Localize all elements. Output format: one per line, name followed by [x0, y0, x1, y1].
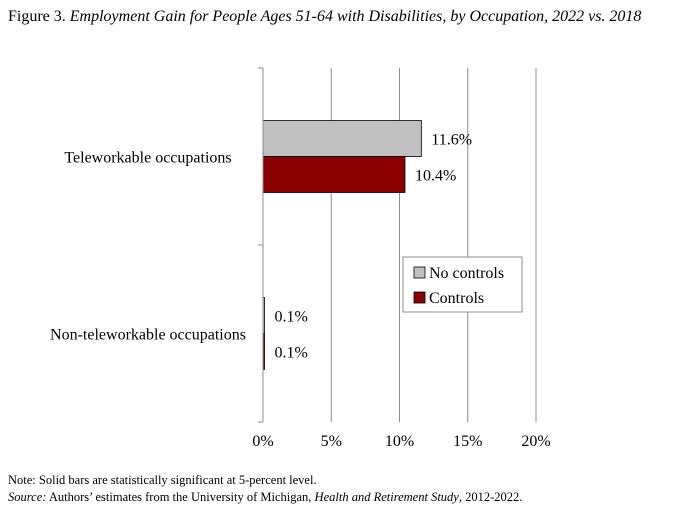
category-label: Non-teleworkable occupations	[50, 327, 246, 344]
legend: No controls Controls	[402, 256, 523, 313]
tick-labels: 0% 5% 10% 15% 20%	[252, 433, 550, 450]
figure-title-text: Employment Gain for People Ages 51-64 wi…	[69, 8, 642, 25]
x-tick-label: 10%	[385, 433, 414, 450]
bar-value-label: 0.1%	[275, 345, 308, 362]
bars	[262, 120, 422, 370]
x-tick-label: 0%	[252, 433, 273, 450]
source-study: Health and Retirement Study	[314, 490, 459, 504]
bar-chart: 11.6% 10.4% 0.1% 0.1% 0% 5% 10% 15% 20% Telewor…	[50, 67, 551, 450]
chart-note: Note: Solid bars are statistically signi…	[8, 473, 317, 487]
bar-value-label: 10.4%	[415, 168, 456, 185]
source-text: Authors’ estimates from the University o…	[46, 490, 315, 504]
x-tick-label: 15%	[453, 433, 482, 450]
legend-box	[402, 256, 523, 313]
bar-value-label: 0.1%	[275, 309, 308, 326]
figure-number: Figure 3.	[8, 8, 70, 25]
x-tick-label: 5%	[321, 433, 342, 450]
source-label: Source:	[8, 490, 47, 504]
x-tick-label: 20%	[521, 433, 550, 450]
category-label: Teleworkable occupations	[64, 150, 231, 167]
bar-value-label: 11.6%	[431, 132, 472, 149]
chart-source: Source: Authors’ estimates from the Univ…	[8, 489, 522, 506]
legend-swatch	[413, 266, 426, 279]
bar-labels: 11.6% 10.4% 0.1% 0.1%	[275, 132, 473, 362]
axes	[258, 67, 264, 423]
figure-title: Figure 3. Employment Gain for People Age…	[8, 6, 698, 27]
legend-label: Controls	[429, 290, 484, 307]
category-labels: Teleworkable occupations Non-teleworkable…	[50, 150, 246, 344]
legend-swatch	[413, 291, 426, 304]
bar	[262, 156, 406, 193]
source-text-end: , 2012-2022.	[458, 490, 523, 504]
legend-label: No controls	[429, 265, 504, 282]
bar	[262, 120, 422, 157]
